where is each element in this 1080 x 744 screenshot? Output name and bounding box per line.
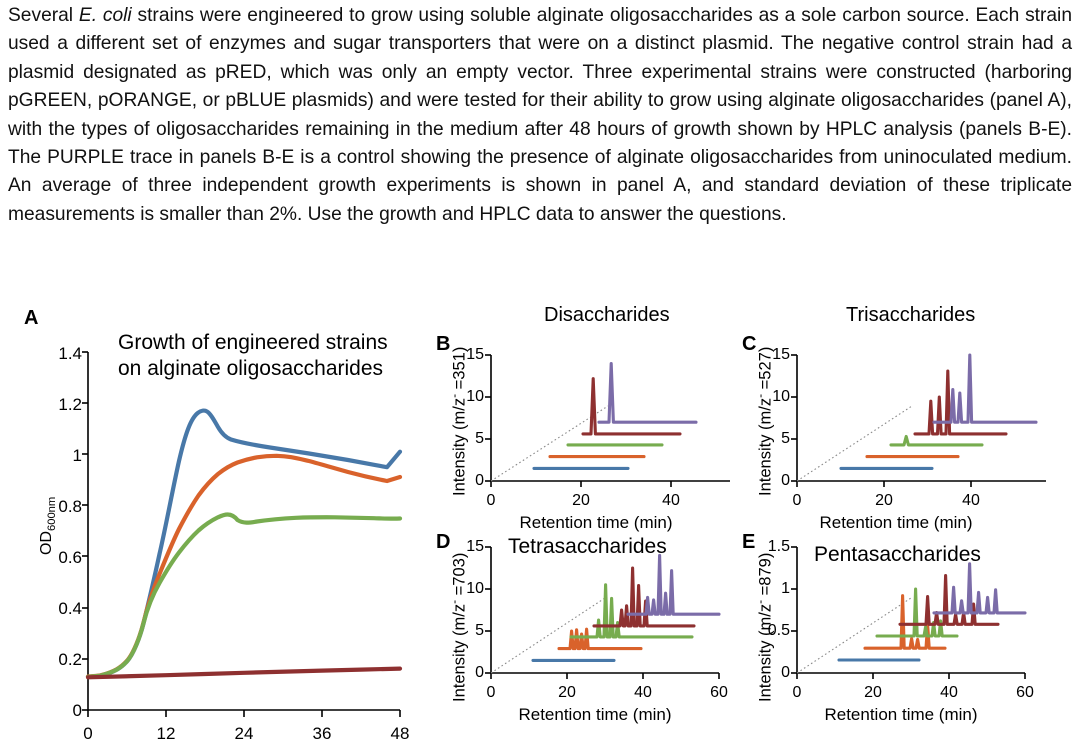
panel-d-xtick: 40 [634,684,652,701]
panel-b-xtick: 20 [572,492,590,509]
panel-a-ytick: 1.2 [58,395,82,414]
panel-e-xtick: 40 [940,684,958,701]
panel-b-label: B [436,333,451,355]
panel-e: E Pentasaccharides Intensity (m/z- =879)… [736,514,1080,734]
panel-b-plot [485,354,730,487]
chromatogram-trace-red [581,377,682,436]
panel-e-xtick: 20 [864,684,882,701]
growth-curve-blue [85,408,403,679]
chromatogram-trace-red [913,369,1008,436]
panel-d-xtick: 0 [486,684,496,701]
figure-panels: A Growth of engineered strains on algina… [0,300,1080,743]
panel-d-ytick: 15 [466,538,484,555]
growth-curve-red [85,666,403,680]
panel-e-ytick: 0 [781,664,790,681]
panel-e-plot [791,546,1027,679]
panel-a-ytick: 1.4 [58,344,82,363]
panel-d-xtick: 20 [558,684,576,701]
panel-a-ytick: 0.4 [58,599,82,618]
species-name-italic: E. coli [78,5,132,26]
panel-e-title: Pentasaccharides [814,543,981,566]
chromatogram-trace-orange [557,627,643,651]
panel-c-ytick: 5 [781,430,790,447]
question-stem-paragraph: Several E. coli strains were engineered … [8,2,1072,229]
panel-a-ytick: 0 [72,701,82,720]
panel-b-ytick: 0 [475,472,484,489]
panel-b-xtick: 0 [486,492,496,509]
panel-e-xtick: 0 [792,684,802,701]
paragraph-run: strains were engineered to grow using so… [8,5,1072,225]
panel-b: Disaccharides B Intensity (m/z- =351) 15… [430,300,740,532]
panel-b-xtick: 40 [662,492,680,509]
panel-e-ytick: 1.5 [767,538,790,555]
panel-a-ticks [82,351,401,717]
panel-d-ticks [485,546,720,679]
panel-d-ytick: 5 [475,622,484,639]
panel-a-plot [82,351,403,717]
panel-c-title: Trisaccharides [846,304,976,326]
panel-c-label: C [742,333,757,355]
panel-a-ytick: 1 [72,446,82,465]
panel-d-x-axis-label: Retention time (min) [518,705,672,724]
panel-a-ytick: 0.8 [58,497,82,516]
chromatogram-trace-red [898,574,1000,626]
chromatogram-trace-green [889,434,984,447]
panel-a-ytick: 0.2 [58,650,82,669]
panel-d-ytick: 0 [475,664,484,681]
panel-a-ytick: 0.6 [58,548,82,567]
panel-d-ytick: 10 [466,580,484,597]
panel-c-ytick: 10 [772,388,790,405]
panel-b-ytick: 10 [466,388,484,405]
panel-a: A Growth of engineered strains on algina… [0,300,430,743]
panel-c-ytick: 15 [772,346,790,363]
panel-a-title-line2: on alginate oligosaccharides [118,357,384,380]
chromatogram-trace-purple [932,353,1038,424]
panel-c-xtick: 0 [792,492,802,509]
panel-d: D Tetrasaccharides Intensity (m/z- =703)… [430,514,740,734]
chromatogram-trace-red [592,566,696,628]
panel-b-ytick: 5 [475,430,484,447]
panel-e-label: E [742,531,756,553]
growth-curve-green [85,512,403,679]
panel-c-plot [791,353,1046,487]
panel-a-label: A [24,307,39,329]
chromatogram-trace-purple [597,362,698,424]
panel-d-xtick: 60 [710,684,728,701]
panel-d-title: Tetrasaccharides [508,535,667,558]
panel-a-title-line1: Growth of engineered strains [118,331,388,354]
panel-e-ytick: 1 [781,580,790,597]
panel-e-x-axis-label: Retention time (min) [824,705,978,724]
panel-b-ytick: 15 [466,346,484,363]
panel-e-xtick: 60 [1016,684,1034,701]
panel-c-xtick: 20 [875,492,893,509]
panel-c: Trisaccharides C Intensity (m/z- =527) 1… [736,300,1080,532]
panel-b-x-axis-label: Retention time (min) [519,513,673,532]
panel-d-label: D [436,531,451,553]
chromatogram-trace-purple [932,562,1027,615]
panel-b-ticks [485,354,672,487]
paragraph-run: Several [8,5,79,26]
panel-b-title: Disaccharides [544,304,670,326]
panel-c-xtick: 40 [962,492,980,509]
panel-e-ytick: 0.5 [767,622,790,639]
panel-e-ticks [791,546,1026,679]
chromatogram-trace-purple [626,553,721,616]
panel-c-ticks [791,354,972,487]
panel-c-ytick: 0 [781,472,790,489]
panel-c-x-axis-label: Retention time (min) [819,513,973,532]
panel-d-plot [485,546,721,679]
